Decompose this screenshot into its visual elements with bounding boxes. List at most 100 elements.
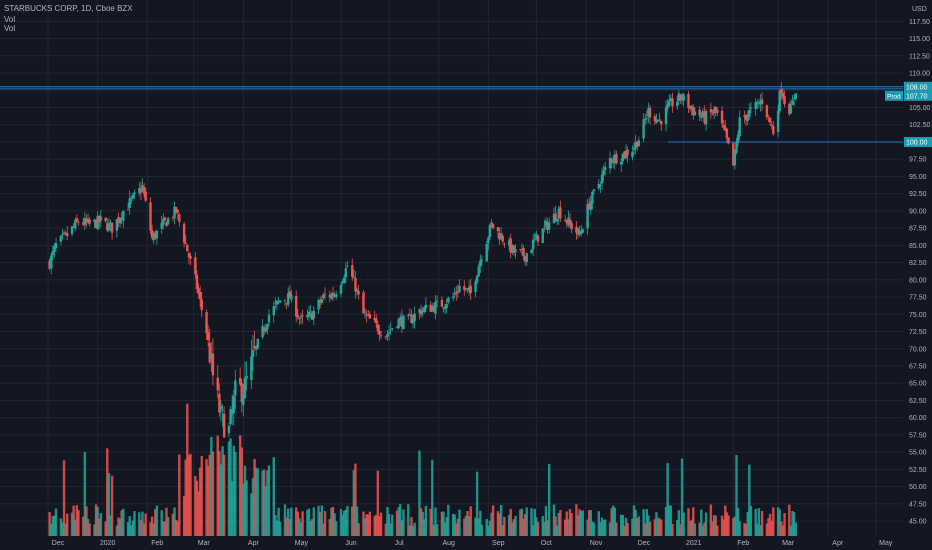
candle-body: [736, 134, 740, 143]
volume-bar: [54, 508, 58, 536]
volume-bar: [322, 523, 325, 536]
volume-bar: [365, 514, 368, 536]
volume-bar: [727, 515, 730, 536]
volume-bar: [511, 522, 514, 536]
candle-body: [59, 235, 63, 242]
candle-body: [491, 223, 495, 228]
candle-body: [602, 170, 605, 176]
volume-bar: [688, 521, 692, 536]
y-tick-label: 60.00: [909, 415, 927, 422]
volume-bar: [210, 436, 213, 536]
candle-body: [792, 98, 796, 100]
x-tick-label: Oct: [541, 540, 552, 547]
candle-body: [714, 106, 717, 111]
candle-body: [456, 291, 460, 293]
candle-body: [581, 229, 584, 233]
volume-bar: [122, 508, 125, 536]
y-tick-label: 110.00: [909, 71, 930, 78]
candle-body: [182, 223, 186, 243]
volume-bar: [794, 522, 797, 536]
candle-body: [421, 310, 424, 313]
volume-bar: [397, 507, 400, 536]
candle-body: [543, 226, 546, 228]
volume-bar: [301, 511, 304, 536]
candle-body: [386, 333, 389, 337]
candle-body: [307, 311, 311, 317]
candle-body: [319, 300, 322, 303]
volume-bar: [514, 515, 517, 536]
y-tick-label: 97.50: [909, 157, 927, 164]
volume-bar: [421, 511, 424, 536]
volume-bar: [491, 505, 495, 536]
candle-body: [536, 235, 540, 242]
volume-bar: [792, 512, 796, 536]
y-tick-label: 50.00: [909, 484, 927, 491]
volume-bar: [328, 519, 332, 536]
y-tick-label: 112.50: [909, 53, 930, 60]
volume-bar: [600, 517, 604, 536]
candle-body: [770, 124, 773, 126]
volume-bar: [613, 507, 617, 536]
volume-bar: [623, 525, 626, 536]
x-tick-label: Jul: [395, 540, 404, 547]
x-tick-label: May: [295, 540, 309, 547]
candle-body: [645, 117, 649, 119]
volume-bar: [50, 523, 53, 536]
candle-body: [397, 319, 400, 329]
candle-body: [117, 216, 120, 223]
volume-bar: [288, 519, 291, 536]
volume-bar: [141, 511, 144, 536]
candle-body: [309, 311, 312, 313]
volume-bar: [387, 513, 391, 536]
volume-bar: [323, 511, 327, 536]
candle-body: [767, 115, 770, 117]
candle-body: [346, 266, 349, 267]
y-tick-label: 77.50: [909, 295, 927, 302]
candle-body: [475, 275, 479, 283]
volume-bar: [589, 510, 592, 536]
candle-body: [171, 217, 175, 219]
candle-body: [507, 240, 511, 246]
volume-bar: [274, 515, 277, 536]
candle-body: [533, 238, 536, 240]
candle-body: [317, 300, 320, 310]
volume-bar: [144, 513, 147, 536]
candle-body: [565, 219, 568, 224]
candle-body: [567, 217, 570, 226]
volume-bar: [522, 519, 525, 536]
volume-bar: [368, 511, 372, 536]
x-tick-label: Feb: [151, 540, 163, 547]
volume-bar: [503, 516, 506, 536]
volume-bar: [285, 517, 288, 536]
candle-body: [197, 288, 200, 294]
candle-body: [687, 94, 690, 108]
volume-bar: [520, 508, 524, 536]
candle-body: [88, 219, 91, 224]
volume-bar: [88, 523, 91, 536]
candle-body: [608, 158, 612, 169]
candle-body: [365, 315, 368, 316]
candle-body: [501, 235, 504, 242]
candle-body: [469, 285, 472, 294]
candle-body: [666, 104, 669, 109]
volume-bar: [317, 505, 320, 536]
volume-bar: [61, 522, 64, 536]
volume-legend-2[interactable]: Vol: [4, 24, 16, 33]
volume-bar: [443, 522, 447, 536]
volume-bar: [690, 519, 693, 536]
volume-bar: [568, 509, 572, 536]
y-tick-label: 117.50: [909, 19, 930, 26]
candle-body: [720, 110, 724, 124]
volume-bar: [296, 511, 299, 536]
volume-legend-1[interactable]: Vol: [4, 15, 16, 24]
symbol-title[interactable]: STARBUCKS CORP, 1D, Cboe BZX: [4, 4, 133, 13]
x-tick-label: May: [879, 540, 893, 547]
volume-bar: [413, 522, 416, 536]
candle-body: [240, 383, 243, 403]
volume-bar: [636, 518, 639, 536]
volume-bar: [546, 520, 549, 536]
candle-body: [575, 227, 578, 233]
candle-body: [331, 293, 335, 297]
y-tick-label: 67.50: [909, 364, 927, 371]
